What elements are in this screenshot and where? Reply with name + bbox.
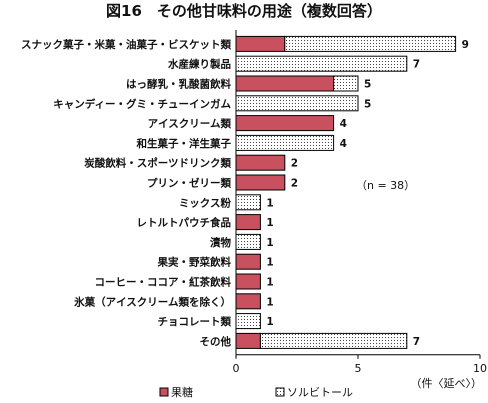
bar-row: チョコレート類 1 bbox=[158, 313, 274, 330]
data-label: 2 bbox=[291, 158, 298, 170]
x-tick-label: 0 bbox=[233, 362, 240, 375]
legend-swatch-sorbitol bbox=[275, 387, 285, 397]
bar-segment-fructose bbox=[235, 174, 286, 191]
bar-row: 氷菓（アイスクリーム類を除く） 1 bbox=[73, 293, 274, 310]
bar-segment-sorbitol bbox=[333, 75, 359, 92]
bar-segment-sorbitol bbox=[235, 95, 359, 112]
category-label: アイスクリーム類 bbox=[148, 117, 232, 130]
data-label: 5 bbox=[364, 79, 371, 91]
bar-row: 炭酸飲料・スポーツドリンク類 2 bbox=[84, 154, 298, 171]
data-label: 1 bbox=[266, 197, 273, 209]
bar-segment-fructose bbox=[235, 214, 261, 231]
data-label: 7 bbox=[413, 336, 420, 348]
bar-row: キャンディー・グミ・チューインガム 5 bbox=[53, 95, 371, 112]
data-label: 1 bbox=[266, 217, 273, 229]
data-label: 4 bbox=[340, 138, 347, 150]
bar-segment-sorbitol bbox=[235, 194, 261, 211]
bar-segment-fructose bbox=[235, 35, 286, 52]
bar-row: その他 7 bbox=[200, 332, 420, 349]
bar-segment-sorbitol bbox=[235, 134, 335, 151]
legend-swatch-fructose bbox=[159, 387, 169, 397]
bar-row: ミックス粉 1 bbox=[179, 194, 274, 211]
bar-segment-fructose bbox=[235, 253, 261, 270]
data-label: 4 bbox=[340, 118, 347, 130]
category-label: スナック菓子・米菓・油菓子・ビスケット類 bbox=[21, 38, 231, 51]
sample-size-note: （n = 38） bbox=[356, 179, 415, 192]
category-label: その他 bbox=[200, 335, 232, 348]
legend-label-fructose: 果糖 bbox=[171, 385, 193, 399]
category-label: はっ酵乳・乳酸菌飲料 bbox=[126, 78, 231, 91]
bar-segment-fructose bbox=[235, 115, 335, 132]
legend: 果糖 ソルビトール bbox=[159, 385, 353, 399]
bar-segment-fructose bbox=[235, 273, 261, 290]
data-label: 7 bbox=[413, 59, 420, 71]
bar-segment-sorbitol bbox=[259, 332, 408, 349]
bar-row: レトルトパウチ食品 1 bbox=[137, 214, 274, 231]
category-label: 炭酸飲料・スポーツドリンク類 bbox=[84, 157, 231, 170]
category-label: チョコレート類 bbox=[158, 315, 232, 328]
bar-row: 果実・野菜飲料 1 bbox=[157, 253, 274, 270]
bar-row: プリン・ゼリー類 2 bbox=[147, 174, 298, 191]
bar-row: 和生菓子・洋生菓子 4 bbox=[136, 134, 347, 151]
category-label: キャンディー・グミ・チューインガム bbox=[53, 97, 231, 110]
x-tick-label: 10 bbox=[473, 362, 487, 375]
bar-row: スナック菓子・米菓・油菓子・ビスケット類 9 bbox=[21, 35, 469, 52]
bar-row: アイスクリーム類 4 bbox=[148, 115, 347, 132]
data-label: 5 bbox=[364, 98, 371, 110]
category-label: 氷菓（アイスクリーム類を除く） bbox=[73, 295, 231, 308]
data-label: 1 bbox=[266, 296, 273, 308]
bar-segment-sorbitol bbox=[235, 233, 261, 250]
bar-segment-fructose bbox=[235, 293, 261, 310]
bar-segment-sorbitol bbox=[284, 35, 457, 52]
bar-segment-sorbitol bbox=[235, 55, 408, 72]
category-label: プリン・ゼリー類 bbox=[147, 177, 231, 190]
data-label: 1 bbox=[266, 257, 273, 269]
x-axis-unit-label: （件〈延べ〉） bbox=[411, 377, 483, 390]
data-label: 9 bbox=[462, 39, 469, 51]
bar-segment-fructose bbox=[235, 332, 261, 349]
chart-title: 図16 その他甘味料の用途（複数回答） bbox=[106, 2, 382, 20]
data-label: 2 bbox=[291, 178, 298, 190]
category-label: レトルトパウチ食品 bbox=[137, 216, 232, 229]
category-label: 果実・野菜飲料 bbox=[157, 256, 232, 269]
category-label: ミックス粉 bbox=[179, 196, 232, 209]
data-label: 1 bbox=[266, 316, 273, 328]
bar-segment-fructose bbox=[235, 75, 335, 92]
category-label: 水産練り製品 bbox=[167, 58, 231, 71]
bar-row: コーヒー・ココア・紅茶飲料 1 bbox=[95, 273, 274, 290]
bar-row: 漬物 1 bbox=[210, 233, 274, 250]
category-label: コーヒー・ココア・紅茶飲料 bbox=[95, 276, 232, 289]
data-label: 1 bbox=[266, 277, 273, 289]
bar-row: はっ酵乳・乳酸菌飲料 5 bbox=[126, 75, 371, 92]
bar-segment-sorbitol bbox=[235, 313, 261, 330]
data-label: 1 bbox=[266, 237, 273, 249]
x-tick-label: 5 bbox=[355, 362, 362, 375]
legend-label-sorbitol: ソルビトール bbox=[287, 386, 353, 399]
bar-row: 水産練り製品 7 bbox=[167, 55, 420, 72]
bar-segment-fructose bbox=[235, 154, 286, 171]
category-label: 漬物 bbox=[210, 236, 231, 249]
category-label: 和生菓子・洋生菓子 bbox=[136, 137, 232, 150]
